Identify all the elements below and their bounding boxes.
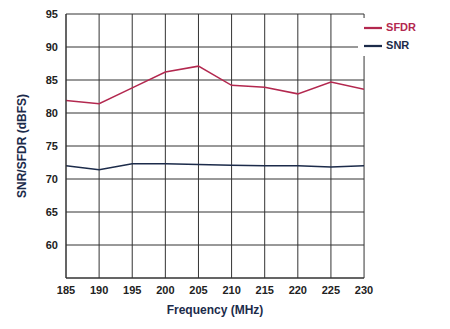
- svg-text:95: 95: [46, 8, 58, 20]
- svg-text:185: 185: [57, 284, 75, 296]
- svg-text:225: 225: [322, 284, 340, 296]
- svg-text:70: 70: [46, 173, 58, 185]
- svg-text:85: 85: [46, 74, 58, 86]
- svg-text:200: 200: [156, 284, 174, 296]
- svg-text:60: 60: [46, 239, 58, 251]
- svg-text:90: 90: [46, 41, 58, 53]
- svg-text:65: 65: [46, 206, 58, 218]
- svg-text:Frequency (MHz): Frequency (MHz): [167, 303, 264, 317]
- svg-text:SNR/SFDR (dBFS): SNR/SFDR (dBFS): [15, 94, 29, 198]
- html-text:SFDR: SFDR: [386, 20, 416, 33]
- svg-text:215: 215: [256, 284, 274, 296]
- svg-text:80: 80: [46, 107, 58, 119]
- svg-text:210: 210: [222, 284, 240, 296]
- svg-text:230: 230: [355, 284, 373, 296]
- html-text:SNR: SNR: [386, 38, 410, 51]
- svg-text:195: 195: [123, 284, 141, 296]
- svg-text:75: 75: [46, 140, 58, 152]
- svg-text:220: 220: [289, 284, 307, 296]
- svg-text:205: 205: [189, 284, 207, 296]
- svg-text:190: 190: [90, 284, 108, 296]
